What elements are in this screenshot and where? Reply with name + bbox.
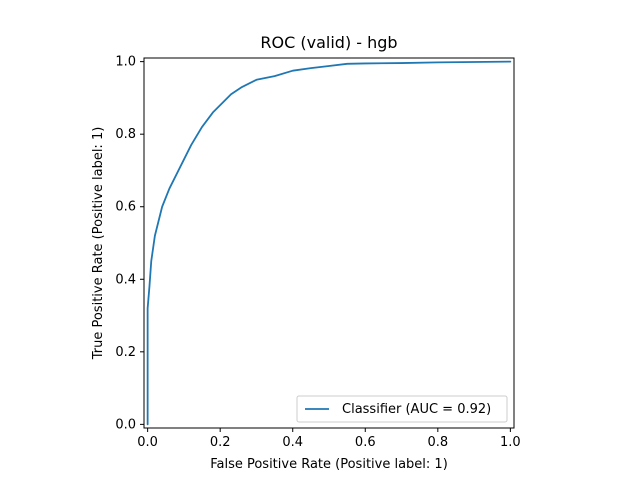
legend-entry-label: Classifier (AUC = 0.92) <box>342 402 491 417</box>
x-axis-ticks: 0.0 0.2 0.4 0.6 0.8 1.0 <box>137 428 521 450</box>
y-axis-ticks: 0.0 0.2 0.4 0.6 0.8 1.0 <box>115 55 144 432</box>
legend: Classifier (AUC = 0.92) <box>296 395 508 423</box>
x-tick-label: 0.0 <box>137 435 158 450</box>
legend-box <box>296 395 508 423</box>
y-tick-label: 0.6 <box>115 200 136 215</box>
y-tick-label: 0.0 <box>115 417 136 432</box>
x-tick-label: 0.2 <box>210 435 231 450</box>
plot-area-background <box>144 58 514 428</box>
y-axis-label: True Positive Rate (Positive label: 1) <box>91 127 106 361</box>
roc-curve-line <box>146 60 512 426</box>
y-tick-label: 1.0 <box>115 55 136 70</box>
y-tick-label: 0.8 <box>115 127 136 142</box>
x-tick-label: 0.8 <box>427 435 448 450</box>
y-tick-label: 0.2 <box>115 345 136 360</box>
chart-title: ROC (valid) - hgb <box>260 33 397 52</box>
x-tick-label: 0.6 <box>355 435 376 450</box>
x-tick-label: 1.0 <box>500 435 521 450</box>
y-tick-label: 0.4 <box>115 272 136 287</box>
x-axis-label: False Positive Rate (Positive label: 1) <box>210 457 448 472</box>
plot-frame <box>143 57 515 429</box>
x-tick-label: 0.4 <box>282 435 303 450</box>
